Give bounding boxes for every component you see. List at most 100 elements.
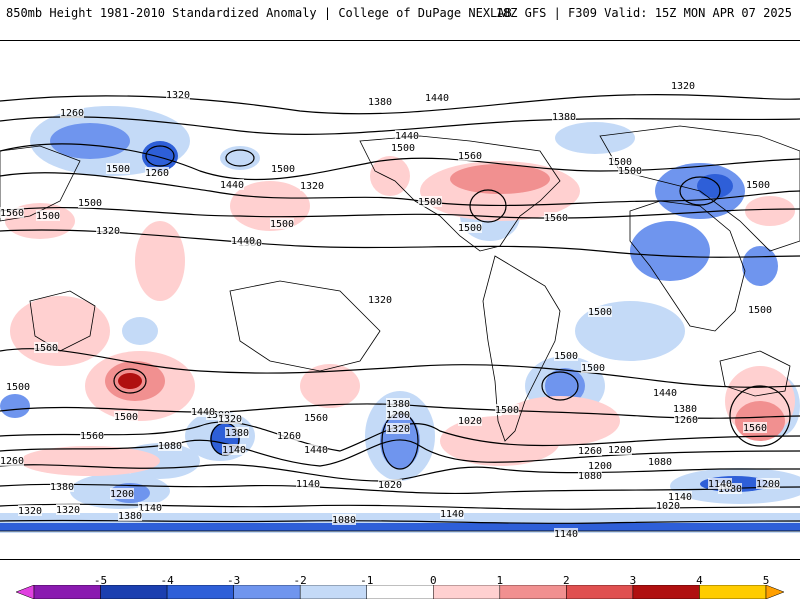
contour-label-bg <box>304 444 328 455</box>
contour-label: 1560 <box>458 151 482 162</box>
contour-label-bg <box>458 415 482 426</box>
contour-label-bg <box>34 342 58 353</box>
map-valid-time: 18Z GFS | F309 Valid: 15Z MON APR 07 202… <box>495 6 792 20</box>
contour-label-bg <box>332 514 356 525</box>
contour-label: 1380 <box>118 511 142 522</box>
colorbar-segment <box>699 584 767 600</box>
contour-label: 1500 <box>391 143 415 154</box>
contour-label-bg <box>80 430 104 441</box>
contour-label: 1380 <box>368 97 392 108</box>
contour-label-bg <box>368 294 392 305</box>
contour-label-bg <box>743 422 767 433</box>
colorbar-tick-label: 5 <box>762 574 770 587</box>
contour-label-bg <box>458 222 482 233</box>
colorbar-tick-label: 4 <box>696 574 703 587</box>
contour-label-bg <box>418 196 442 207</box>
contour-label-bg <box>270 218 294 229</box>
colorbar-tick-label: -2 <box>293 574 307 587</box>
contour-label: 1260 <box>145 168 169 179</box>
contour-label-bg <box>50 481 74 492</box>
contour-label: 1140 <box>708 479 732 490</box>
contour-label: 1320 <box>368 295 392 306</box>
contour-label: 1200 <box>588 461 612 472</box>
colorbar-segment <box>632 584 700 600</box>
contour-label: 1500 <box>271 164 295 175</box>
contour-label-bg <box>114 411 138 422</box>
contour-label: 1440 <box>304 445 328 456</box>
contour-label-bg <box>578 470 602 481</box>
contour-label: 1200 <box>608 445 632 456</box>
contour-label-bg <box>6 381 30 392</box>
contour-label: 1080 <box>648 457 672 468</box>
contour-label-bg <box>220 179 244 190</box>
contour-label: 1380 <box>386 399 410 410</box>
contour-label-bg <box>110 488 134 499</box>
contour-label-bg <box>554 350 578 361</box>
contour-label: 1440 <box>395 131 419 142</box>
contour-label: 1500 <box>36 211 60 222</box>
colorbar-segment <box>233 584 301 600</box>
contour-label: 1500 <box>270 219 294 230</box>
contour-label: 1500 <box>746 180 770 191</box>
contour-label: 1080 <box>718 484 742 495</box>
contour-label-bg <box>395 130 419 141</box>
contour-label: 1320 <box>218 414 242 425</box>
contour-label-bg <box>671 80 695 91</box>
contour-label: 1320 <box>671 81 695 92</box>
contour-label: 1500 <box>618 166 642 177</box>
contour-label: 1440 <box>220 180 244 191</box>
contour-label-layer: 1320138012601320138014401500132014401500… <box>0 80 780 540</box>
contour-label: 1140 <box>138 503 162 514</box>
colorbar-segment <box>166 584 234 600</box>
contour-label-bg <box>138 502 162 513</box>
contour-label-bg <box>425 92 449 103</box>
contour-label: 1560 <box>80 431 104 442</box>
contour-label: 1320 <box>56 505 80 516</box>
contour-label: 1020 <box>458 416 482 427</box>
contour-label-bg <box>552 111 576 122</box>
contour-label-bg <box>277 430 301 441</box>
contour-label: 1440 <box>191 407 215 418</box>
contour-label: 1500 <box>554 351 578 362</box>
contour-label-bg <box>386 409 410 420</box>
contour-label-bg <box>608 156 632 167</box>
contour-label: 1260 <box>578 446 602 457</box>
colorbar-segment <box>566 584 634 600</box>
contour-label-bg <box>391 142 415 153</box>
contour-label-bg <box>608 444 632 455</box>
contour-label: 1320 <box>166 90 190 101</box>
contour-label-bg <box>656 500 680 511</box>
contour-label: 1080 <box>158 441 182 452</box>
contour-label-bg <box>674 414 698 425</box>
contour-label-bg <box>458 150 482 161</box>
anomaly-map: 1320 1380 1260 1320 1380 1440 1500 1320 1440 1500… <box>0 40 800 560</box>
contour-label: 1200 <box>110 489 134 500</box>
contour-label-bg <box>581 362 605 373</box>
contour-label: 1380 <box>225 428 249 439</box>
contour-label-bg <box>578 445 602 456</box>
colorbar-segment <box>100 584 168 600</box>
contour-label-bg <box>106 163 130 174</box>
contour-label-bg <box>440 508 464 519</box>
anomaly-colorbar <box>15 584 785 600</box>
colorbar-tick-label: -4 <box>160 574 174 587</box>
colorbar-segment <box>499 584 567 600</box>
contour-label-bg <box>118 510 142 521</box>
contour-label-bg <box>588 460 612 471</box>
contour-label: 1500 <box>748 305 772 316</box>
contour-label: 1440 <box>653 388 677 399</box>
contour-label-bg <box>708 478 732 489</box>
contour-label-bg <box>271 163 295 174</box>
contour-label: 1440 <box>425 93 449 104</box>
contour-label-bg <box>166 89 190 100</box>
contour-label-bg <box>648 456 672 467</box>
contour-label: 1260 <box>277 431 301 442</box>
contour-label-bg <box>296 478 320 489</box>
contour-label: 1500 <box>114 412 138 423</box>
contour-label-bg <box>191 406 215 417</box>
contour-label-bg <box>746 179 770 190</box>
contour-label: 1560 <box>304 413 328 424</box>
colorbar-tick-label: 0 <box>429 574 437 587</box>
contour-label: 1140 <box>440 509 464 520</box>
contour-label: 1080 <box>332 515 356 526</box>
